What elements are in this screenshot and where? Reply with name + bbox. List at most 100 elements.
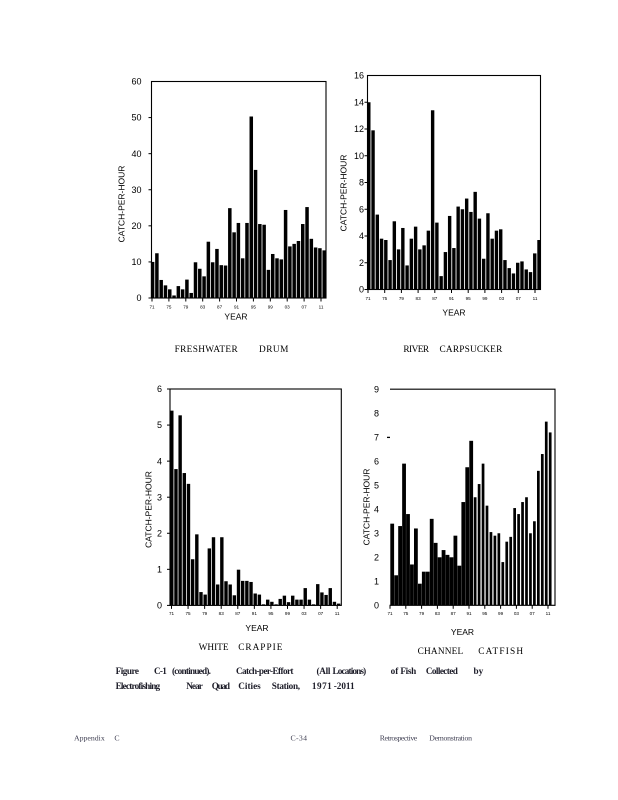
- svg-text:Electrofishing: Electrofishing: [116, 681, 161, 691]
- svg-text:75: 75: [403, 611, 409, 616]
- svg-text:11: 11: [546, 611, 551, 616]
- svg-text:(continued).: (continued).: [172, 666, 211, 676]
- svg-text:79: 79: [399, 296, 405, 301]
- svg-text:07: 07: [516, 296, 522, 301]
- svg-text:07: 07: [302, 305, 308, 310]
- svg-text:07: 07: [530, 611, 536, 616]
- svg-text:79: 79: [202, 611, 208, 616]
- svg-text:12: 12: [354, 124, 364, 134]
- svg-text:Figure: Figure: [116, 666, 139, 676]
- svg-text:10: 10: [354, 151, 364, 161]
- svg-text:CARPSUCKER: CARPSUCKER: [440, 345, 504, 355]
- svg-text:11: 11: [533, 296, 538, 301]
- svg-text:-2011: -2011: [334, 681, 355, 691]
- svg-text:of: of: [391, 666, 400, 676]
- svg-text:Collected: Collected: [426, 666, 458, 676]
- svg-text:1: 1: [157, 564, 162, 574]
- svg-text:Station,: Station,: [272, 681, 300, 691]
- svg-text:30: 30: [131, 185, 141, 195]
- svg-text:11: 11: [335, 611, 340, 616]
- svg-text:99: 99: [498, 611, 504, 616]
- svg-text:8: 8: [359, 178, 364, 188]
- svg-text:91: 91: [466, 611, 472, 616]
- svg-text:87: 87: [217, 305, 223, 310]
- svg-text:6: 6: [157, 384, 162, 394]
- svg-text:95: 95: [482, 611, 488, 616]
- svg-text:(All: (All: [317, 666, 331, 676]
- svg-text:1: 1: [374, 576, 379, 586]
- svg-text:0: 0: [136, 293, 141, 303]
- svg-text:95: 95: [466, 296, 472, 301]
- svg-text:79: 79: [183, 305, 189, 310]
- svg-text:1971: 1971: [312, 681, 332, 691]
- svg-text:CRAPPIE: CRAPPIE: [238, 643, 283, 653]
- svg-text:0: 0: [374, 600, 379, 610]
- svg-text:4: 4: [157, 456, 162, 466]
- svg-text:CATFISH: CATFISH: [478, 647, 524, 657]
- svg-text:YEAR: YEAR: [245, 623, 268, 633]
- svg-text:CATCH-PER-HOUR: CATCH-PER-HOUR: [117, 166, 127, 243]
- svg-text:Retrospective: Retrospective: [380, 733, 418, 742]
- svg-text:Catch-per-Effort: Catch-per-Effort: [236, 666, 294, 676]
- svg-text:C-34: C-34: [291, 733, 308, 742]
- svg-text:95: 95: [268, 611, 274, 616]
- svg-text:87: 87: [235, 611, 241, 616]
- svg-text:99: 99: [482, 296, 488, 301]
- svg-text:71: 71: [149, 305, 155, 310]
- svg-text:by: by: [474, 666, 484, 676]
- svg-text:0: 0: [359, 285, 364, 295]
- svg-text:83: 83: [416, 296, 422, 301]
- svg-text:16: 16: [354, 71, 364, 81]
- svg-text:07: 07: [318, 611, 324, 616]
- svg-text:71: 71: [365, 296, 371, 301]
- svg-text:YEAR: YEAR: [442, 308, 465, 318]
- svg-text:RIVER: RIVER: [403, 345, 429, 355]
- svg-text:83: 83: [219, 611, 225, 616]
- svg-text:Quad: Quad: [212, 681, 230, 691]
- svg-text:3: 3: [374, 528, 379, 538]
- svg-text:71: 71: [387, 611, 393, 616]
- svg-text:Appendix: Appendix: [74, 733, 105, 742]
- svg-text:87: 87: [432, 296, 438, 301]
- svg-text:C: C: [114, 733, 119, 742]
- svg-text:75: 75: [186, 611, 192, 616]
- svg-text:03: 03: [499, 296, 505, 301]
- svg-text:50: 50: [131, 113, 141, 123]
- svg-text:03: 03: [301, 611, 307, 616]
- svg-text:Demonstration: Demonstration: [429, 733, 472, 742]
- svg-text:Fish: Fish: [400, 666, 416, 676]
- svg-text:Cities: Cities: [238, 681, 261, 691]
- svg-text:C-1: C-1: [154, 666, 167, 676]
- svg-text:75: 75: [166, 305, 172, 310]
- svg-text:YEAR: YEAR: [451, 627, 474, 637]
- svg-text:2: 2: [374, 552, 379, 562]
- svg-text:14: 14: [354, 97, 364, 107]
- svg-text:8: 8: [374, 408, 379, 418]
- svg-text:2: 2: [359, 258, 364, 268]
- svg-text:91: 91: [252, 611, 258, 616]
- svg-text:DRUM: DRUM: [259, 345, 289, 355]
- svg-text:83: 83: [200, 305, 206, 310]
- svg-text:YEAR: YEAR: [224, 312, 247, 322]
- svg-text:CATCH-PER-HOUR: CATCH-PER-HOUR: [362, 469, 372, 546]
- svg-text:20: 20: [131, 221, 141, 231]
- svg-text:FRESHWATER: FRESHWATER: [175, 345, 239, 355]
- svg-text:10: 10: [131, 257, 141, 267]
- svg-text:4: 4: [359, 231, 364, 241]
- svg-text:0: 0: [157, 601, 162, 611]
- svg-text:CATCH-PER-HOUR: CATCH-PER-HOUR: [143, 471, 153, 548]
- svg-text:99: 99: [285, 611, 291, 616]
- svg-text:6: 6: [374, 456, 379, 466]
- svg-text:4: 4: [374, 504, 379, 514]
- svg-text:2: 2: [157, 528, 162, 538]
- svg-text:03: 03: [285, 305, 291, 310]
- svg-text:Near: Near: [186, 681, 203, 691]
- svg-text:Locations): Locations): [333, 666, 367, 676]
- svg-text:03: 03: [514, 611, 520, 616]
- svg-text:CHANNEL: CHANNEL: [418, 647, 464, 657]
- svg-text:5: 5: [374, 480, 379, 490]
- svg-text:CATCH-PER-HOUR: CATCH-PER-HOUR: [339, 155, 349, 232]
- svg-text:91: 91: [234, 305, 240, 310]
- svg-text:5: 5: [157, 420, 162, 430]
- svg-text:87: 87: [451, 611, 457, 616]
